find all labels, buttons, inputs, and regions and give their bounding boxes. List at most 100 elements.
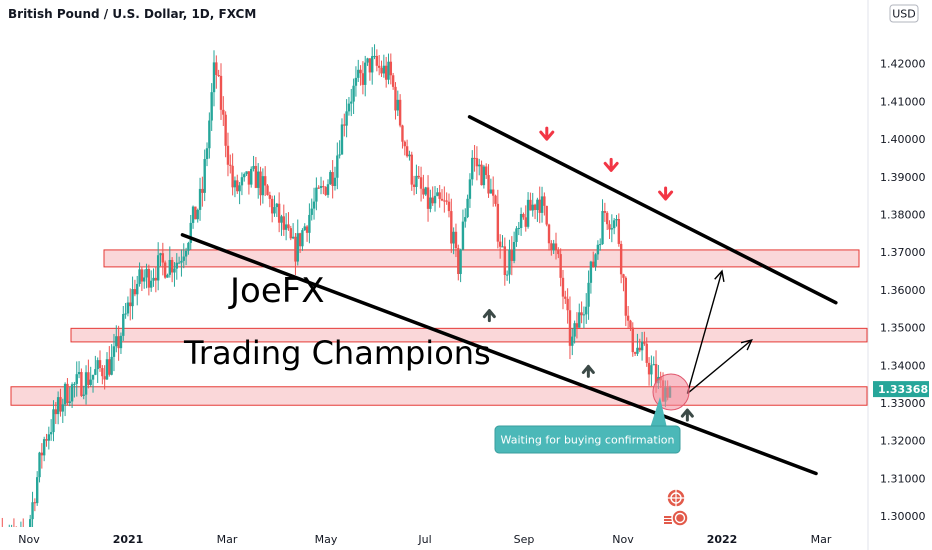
candle-body <box>219 75 223 110</box>
time-axis-tick: Mar <box>811 533 832 546</box>
candle-body <box>571 336 574 346</box>
candle-body <box>357 69 360 78</box>
candle-body <box>554 243 558 250</box>
candle-body <box>312 201 316 209</box>
candle-body <box>308 214 311 233</box>
candle-body <box>482 166 486 186</box>
candle-body <box>215 62 218 76</box>
candle-body <box>208 120 211 149</box>
candle-body <box>143 277 146 282</box>
candle-body <box>578 312 581 328</box>
time-axis-tick: 2021 <box>113 533 144 546</box>
candle-body <box>270 198 274 214</box>
candle-body <box>568 310 572 346</box>
candle-body <box>552 243 555 251</box>
candle-body <box>210 92 213 121</box>
candle-body <box>80 372 83 396</box>
candle-body <box>310 208 313 215</box>
candle-body <box>603 211 607 213</box>
candle-body <box>589 261 593 283</box>
resistance-zone[interactable] <box>103 249 860 268</box>
candle-body <box>296 233 299 262</box>
candle-body <box>105 359 109 380</box>
candle-body <box>654 364 658 384</box>
time-axis-tick: 2022 <box>707 533 738 546</box>
candle-body <box>410 154 413 185</box>
candle-body <box>596 244 600 255</box>
resistance-zone[interactable] <box>10 386 868 406</box>
candle-body <box>478 164 481 167</box>
candle-body <box>557 249 560 255</box>
candle-body <box>380 67 383 74</box>
candle-body <box>547 224 551 244</box>
candle-body <box>180 260 183 263</box>
candle-body <box>347 103 351 112</box>
price-axis-tick: 1.33000 <box>880 397 926 410</box>
sell-signal-arrow-icon <box>658 186 674 201</box>
projection-arrow[interactable] <box>686 339 753 395</box>
candle-body <box>226 145 230 165</box>
projection-arrow[interactable] <box>686 270 723 394</box>
channel-upper-line[interactable] <box>467 115 838 305</box>
candle-body <box>184 250 188 257</box>
candle-body <box>243 174 246 178</box>
candle-body <box>350 101 353 104</box>
price-axis-tick: 1.35000 <box>880 322 926 335</box>
candle-body <box>461 221 465 250</box>
candle-body <box>189 222 192 243</box>
channel-lower-line[interactable] <box>180 233 818 476</box>
candle-body <box>387 61 390 80</box>
candle-body <box>273 207 276 214</box>
candle-body <box>645 343 648 363</box>
candle-body <box>615 218 618 221</box>
price-axis[interactable] <box>868 0 932 550</box>
candle-body <box>464 217 467 222</box>
candle-body <box>529 199 532 211</box>
price-axis-tick: 1.34000 <box>880 359 926 372</box>
candle-body <box>291 236 295 239</box>
buy-signal-circle <box>652 373 690 411</box>
time-axis[interactable] <box>0 527 868 550</box>
candle-body <box>352 85 355 102</box>
candle-body <box>245 171 248 175</box>
candle-body <box>33 502 37 504</box>
time-axis-tick: Nov <box>18 533 40 546</box>
price-axis-tick: 1.31000 <box>880 472 926 485</box>
candle-body <box>343 124 346 126</box>
candle-body <box>510 249 513 261</box>
candle-body <box>401 125 404 142</box>
candle-body <box>643 341 646 344</box>
candle-body <box>263 176 267 186</box>
candle-body <box>636 347 639 354</box>
candle-body <box>468 179 472 199</box>
candle-body <box>459 249 462 274</box>
time-axis-tick: Sep <box>514 533 535 546</box>
chart-title: British Pound / U.S. Dollar, 1D, FXCM <box>8 7 256 21</box>
candle-body <box>505 274 509 276</box>
candle-body <box>389 61 393 76</box>
candle-body <box>473 157 476 159</box>
currency-button[interactable]: USD <box>889 4 919 23</box>
callout-text: Waiting for buying confirmation <box>501 434 675 447</box>
candle-body <box>66 383 69 403</box>
candle-body <box>629 320 632 328</box>
price-axis-tick: 1.40000 <box>880 133 926 146</box>
candle-body <box>87 372 90 385</box>
candle-body <box>101 368 104 377</box>
candle-body <box>191 206 195 223</box>
time-axis-tick: Jul <box>417 533 431 546</box>
candle-body <box>466 198 469 218</box>
candle-body <box>289 228 292 239</box>
last-price-tag: 1.33368 <box>873 381 929 398</box>
candle-body <box>205 148 209 160</box>
candle-body <box>240 177 244 186</box>
callout-box: Waiting for buying confirmation <box>494 397 681 454</box>
candle-body <box>599 244 602 246</box>
candle-body <box>117 336 120 349</box>
candle-body <box>96 360 99 370</box>
candle-body <box>496 203 500 242</box>
candle-body <box>485 166 488 176</box>
candle-body <box>398 99 402 126</box>
